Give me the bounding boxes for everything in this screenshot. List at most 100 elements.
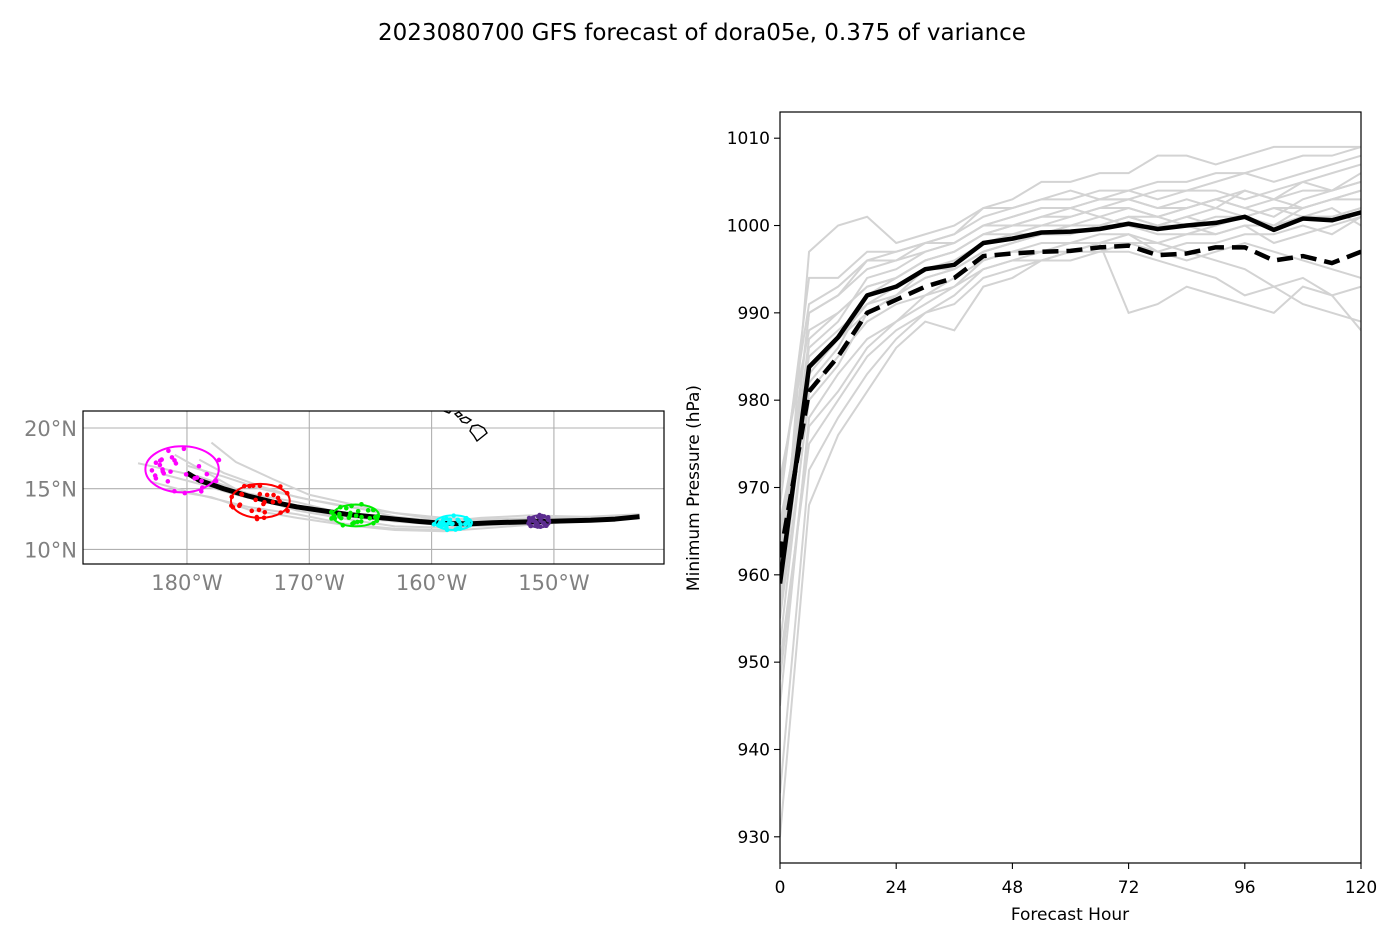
member-pressure-line <box>780 180 1361 541</box>
uncertainty-ellipse <box>144 445 220 494</box>
member-position-dot <box>256 507 262 513</box>
intensity-ticks: 0 24 48 72 96 120 930 940 950 960 970 980 990 1000 101… <box>727 129 1377 898</box>
member-position-dot <box>355 508 361 514</box>
uncertainty-ellipse <box>434 514 473 532</box>
member-position-dot <box>540 520 546 526</box>
member-pressure-line <box>780 145 1361 602</box>
y-tick-label: 980 <box>738 391 770 411</box>
member-pressure-line <box>780 172 1361 575</box>
member-position-dot <box>365 508 371 513</box>
intensity-panel: 0 24 48 72 96 120 930 940 950 960 970 980 990 1000 101… <box>684 111 1377 925</box>
member-position-dot <box>262 510 268 515</box>
y-tick-label: 940 <box>738 740 770 760</box>
coastline-oahu <box>453 411 464 418</box>
member-pressure-line <box>780 207 1361 610</box>
y-tick-label: 960 <box>738 566 770 586</box>
x-axis-label: Forecast Hour <box>1011 905 1129 925</box>
y-tick-label: 970 <box>738 479 770 499</box>
map-lon-tick-label: 150°W <box>518 571 590 595</box>
hour-position-markers <box>144 445 552 533</box>
member-position-dot <box>153 460 159 466</box>
member-position-dot <box>275 495 281 501</box>
member-position-dot <box>277 499 283 504</box>
x-tick-label: 96 <box>1234 878 1256 898</box>
y-tick-label: 990 <box>738 304 770 324</box>
member-position-dot <box>270 499 276 505</box>
member-position-dot <box>168 469 173 474</box>
member-position-dot <box>160 469 166 474</box>
hawaii-coastline <box>442 411 488 443</box>
member-position-dot <box>199 478 204 484</box>
map-lat-tick-label: 10°N <box>24 538 77 562</box>
member-position-dot <box>443 522 449 528</box>
member-position-dot <box>447 517 453 523</box>
x-tick-label: 120 <box>1345 878 1377 898</box>
mean-pressure-line-solid <box>780 210 1361 584</box>
member-pressure-line <box>780 154 1361 488</box>
member-position-dot <box>448 521 454 526</box>
map-lat-tick-label: 20°N <box>24 417 77 441</box>
member-position-dot <box>264 492 270 498</box>
member-position-dot <box>237 502 243 507</box>
member-position-dot <box>166 448 171 454</box>
member-position-dot <box>249 508 255 514</box>
member-pressure-line <box>780 189 1361 567</box>
coastline-kauai <box>442 411 452 414</box>
coastline-big-island <box>469 424 488 443</box>
x-tick-label: 72 <box>1118 878 1140 898</box>
member-position-dot <box>196 463 202 469</box>
uncertainty-ellipse <box>527 514 552 529</box>
map-lon-tick-label: 160°W <box>396 571 468 595</box>
figure-title: 2023080700 GFS forecast of dora05e, 0.37… <box>378 20 1026 46</box>
member-position-dot <box>353 513 359 519</box>
member-position-dot <box>169 455 175 460</box>
y-tick-label: 950 <box>738 653 770 673</box>
member-pressure-line <box>780 233 1361 645</box>
track-map-panel: 180°W 170°W 160°W 150°W 10°N 15°N 20°N <box>24 410 665 595</box>
member-position-dot <box>181 446 187 452</box>
x-tick-label: 24 <box>885 878 907 898</box>
member-position-dot <box>165 479 171 484</box>
member-position-dot <box>271 492 276 498</box>
member-position-dot <box>351 520 357 525</box>
member-position-dot <box>253 497 258 503</box>
member-position-dot <box>533 519 539 525</box>
member-position-dot <box>239 491 244 497</box>
map-lat-tick-label: 15°N <box>24 478 77 502</box>
x-tick-label: 48 <box>1002 878 1024 898</box>
member-position-dot <box>338 515 344 521</box>
member-position-dot <box>358 519 364 524</box>
member-position-dot <box>367 515 373 521</box>
member-position-dot <box>183 472 189 477</box>
mean-track <box>185 470 640 527</box>
member-position-dot <box>348 510 353 516</box>
member-position-dot <box>159 457 164 462</box>
member-position-dot <box>262 499 267 505</box>
mean-pressure-lines <box>780 210 1361 584</box>
member-position-dot <box>456 518 462 524</box>
member-position-dot <box>463 521 469 527</box>
member-position-dot <box>216 457 222 463</box>
map-lon-tick-label: 180°W <box>151 571 223 595</box>
x-tick-label: 0 <box>775 878 786 898</box>
member-position-dot <box>157 462 163 468</box>
member-position-dot <box>441 517 446 523</box>
y-tick-label: 1000 <box>727 217 770 237</box>
y-axis-label: Minimum Pressure (hPa) <box>684 385 704 591</box>
map-gridlines <box>83 411 664 564</box>
member-position-dot <box>204 471 210 477</box>
member-position-dot <box>153 476 159 481</box>
map-lon-tick-label: 170°W <box>274 571 346 595</box>
member-position-dot <box>355 519 360 525</box>
member-position-dot <box>257 491 263 497</box>
uncertainty-ellipse <box>230 482 291 519</box>
map-frame <box>82 410 665 565</box>
coastline-maui <box>458 416 473 424</box>
member-position-dot <box>337 511 342 517</box>
member-pressure-line <box>780 250 1361 837</box>
member-position-dot <box>346 515 352 520</box>
y-tick-label: 1010 <box>727 129 770 149</box>
map-tick-labels: 180°W 170°W 160°W 150°W 10°N 15°N 20°N <box>24 417 590 595</box>
